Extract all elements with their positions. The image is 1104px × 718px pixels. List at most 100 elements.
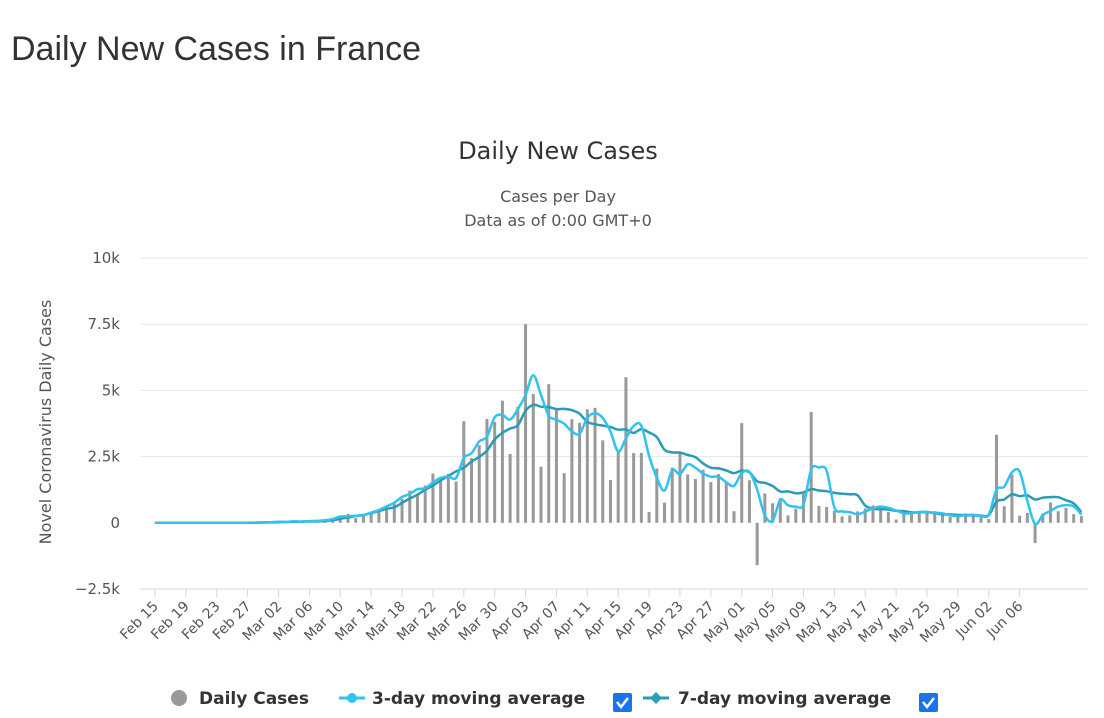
daily-cases-bar [639,452,643,523]
daily-cases-bar [678,451,682,523]
daily-cases-bar [562,473,566,523]
daily-cases-bar [994,434,998,523]
daily-cases-bar [933,511,937,523]
daily-cases-bar [910,512,914,523]
daily-cases-bar [724,483,728,523]
daily-cases-bar [964,513,968,523]
daily-cases-bar [925,513,929,523]
daily-cases-bar [1010,474,1014,523]
daily-cases-bar [462,421,466,523]
legend-checkbox-7-day[interactable] [919,693,938,712]
legend-label-7-day-moving-average: 7-day moving average [678,689,891,709]
daily-cases-bar [632,453,636,523]
daily-cases-bar [655,468,659,523]
daily-cases-bar [354,518,358,523]
legend-item-daily-cases[interactable]: Daily Cases [171,689,309,709]
legend: Daily Cases 3-day moving average 7-day m… [171,689,938,712]
daily-cases-bar [493,421,497,523]
daily-cases-bar [917,513,921,523]
gridlines [140,257,1088,590]
chart-subtitle-line-2: Data as of 0:00 GMT+0 [464,211,652,230]
series-line-3-day-moving-average[interactable] [155,373,1083,526]
daily-cases-bar [825,507,829,523]
daily-cases-bar [585,409,589,523]
chart-title: Daily New Cases [458,137,658,165]
daily-cases-bar [1033,522,1037,544]
daily-cases-bar [786,515,790,523]
daily-cases-bar [879,508,883,523]
daily-cases-bar [408,490,412,523]
daily-cases-bar [454,481,458,523]
daily-cases-bar [848,515,852,523]
daily-cases-bar [871,505,875,523]
daily-cases-bar [709,482,713,523]
daily-cases-bar [1025,512,1029,523]
daily-cases-bar [554,409,558,523]
daily-cases-bar [1018,515,1022,523]
daily-cases-bar [377,509,381,523]
daily-cases-bar [701,469,705,523]
daily-cases-bar [539,466,543,523]
legend-marker-circle-icon [171,690,187,706]
daily-cases-bars [153,324,1083,566]
page-title: Daily New Cases in France [11,30,422,68]
daily-cases-bar [624,377,628,523]
daily-cases-bar [1064,507,1068,523]
daily-cases-bar [400,498,404,523]
daily-cases-bar [439,479,443,523]
daily-cases-bar [601,440,605,523]
daily-cases-bar [647,512,651,523]
daily-cases-bar [485,418,489,523]
daily-cases-bar [732,511,736,523]
daily-cases-bar [747,480,751,523]
daily-cases-bar [423,485,427,523]
daily-cases-bar [794,508,798,523]
daily-cases-bar [1072,514,1076,523]
daily-cases-bar [771,503,775,523]
daily-cases-bar [717,473,721,523]
daily-cases-bar [840,516,844,523]
checkbox-icon [613,693,632,712]
legend-item-3-day-moving-average[interactable]: 3-day moving average [339,689,585,709]
daily-cases-bar [477,445,481,523]
daily-cases-bar [856,511,860,523]
daily-cases-bar [894,519,898,523]
daily-cases-bar [755,522,759,566]
checkmark-icon [922,697,935,710]
daily-cases-bar [531,394,535,523]
daily-cases-bar [524,324,528,523]
daily-cases-bar [940,514,944,523]
daily-cases-bar [763,493,767,523]
daily-cases-bar [508,453,512,523]
daily-cases-bar [593,407,597,523]
legend-label-3-day-moving-average: 3-day moving average [372,689,585,709]
daily-cases-bar [801,493,805,523]
y-tick-label: 0 [110,514,120,532]
daily-cases-bar [1056,511,1060,523]
daily-cases-bar [578,422,582,523]
chart-subtitle-line-1: Cases per Day [500,187,616,206]
y-tick-label: 2.5k [87,448,120,466]
legend-item-7-day-moving-average[interactable]: 7-day moving average [643,689,891,709]
daily-cases-bar [608,480,612,523]
daily-cases-bar [948,516,952,523]
daily-cases-bar [693,479,697,523]
daily-cases-bar [663,502,667,523]
daily-cases-bar [369,512,373,523]
daily-cases-bar [1079,516,1083,523]
y-axis-ticks: −2.5k 0 2.5k 5k 7.5k 10k [75,249,120,598]
y-axis-title: Novel Coronavirus Daily Cases [36,300,55,545]
daily-cases-bar [338,517,342,523]
daily-cases-bar [971,515,975,523]
daily-cases-bar [902,509,906,523]
checkmark-icon [616,697,629,710]
y-tick-label: 10k [92,249,120,267]
legend-marker-diamond-icon [650,692,662,704]
daily-cases-bar [570,419,574,523]
daily-cases-bar [863,508,867,523]
daily-cases-bar [832,510,836,523]
legend-checkbox-3-day[interactable] [613,693,632,712]
daily-cases-bar [1041,513,1045,523]
